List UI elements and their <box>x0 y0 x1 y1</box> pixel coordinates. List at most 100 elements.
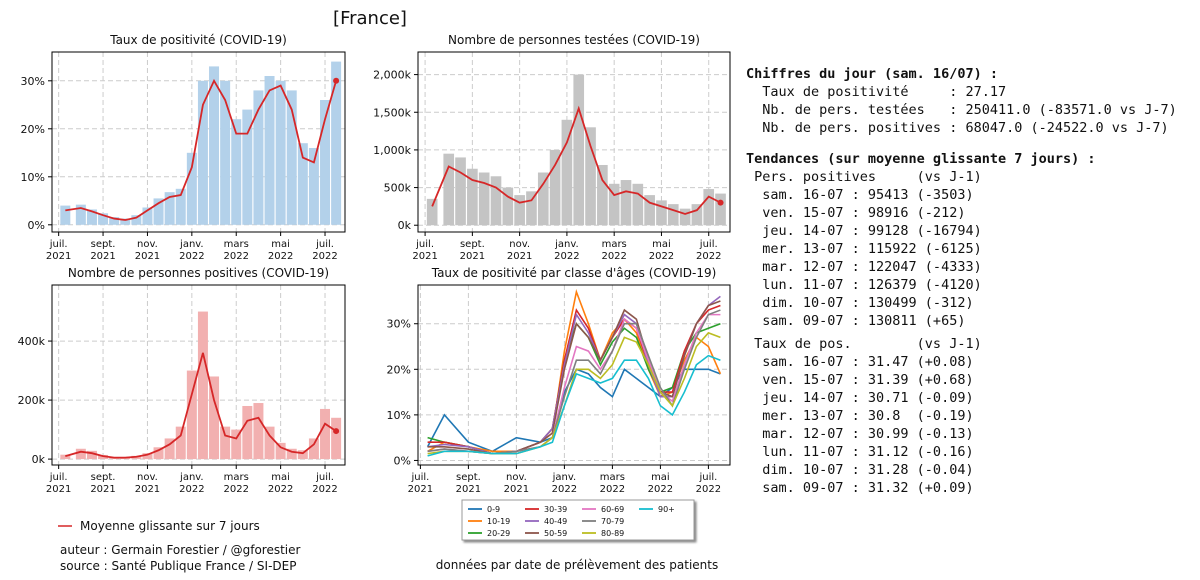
bar <box>467 168 478 226</box>
panel-header: Pers. positives (vs J-1) <box>746 169 982 185</box>
x-tick-label: juil. 2022 <box>696 239 721 262</box>
bar <box>164 192 175 225</box>
x-tick-label: mai 2022 <box>648 472 673 495</box>
bar <box>573 74 585 226</box>
bar <box>220 426 231 460</box>
x-tick-label: juil. 2022 <box>696 472 721 495</box>
x-tick-label: juil. 2021 <box>408 472 433 495</box>
x-tick-label: juil. 2021 <box>46 472 71 495</box>
y-tick-label: 0k <box>398 219 412 232</box>
legend-label: 90+ <box>658 505 675 514</box>
plot-frame <box>51 51 346 233</box>
x-tick-label: mars 2022 <box>600 472 625 495</box>
legend-box <box>461 499 695 541</box>
chart-title: Taux de positivité par classe d'âges (CO… <box>431 266 717 280</box>
plot-frame <box>51 284 346 466</box>
panel-line: jeu. 14-07 : 30.71 (-0.09) <box>746 390 974 406</box>
line <box>431 105 721 215</box>
note: données par date de prélèvement des pati… <box>436 558 719 572</box>
bar <box>220 80 231 225</box>
panel-line: lun. 11-07 : 126379 (-4120) <box>746 277 982 293</box>
x-tick-label: sept. 2021 <box>90 239 115 262</box>
bar <box>75 448 86 460</box>
bar <box>109 217 120 225</box>
line <box>65 78 337 221</box>
bar <box>153 447 164 460</box>
y-tick-label: 20% <box>21 123 45 136</box>
bar <box>186 152 197 225</box>
panel-line: mar. 12-07 : 122047 (-4333) <box>746 259 982 275</box>
bar <box>286 448 297 460</box>
y-tick-label: 10% <box>387 409 411 422</box>
bar <box>142 453 153 460</box>
panel-line: dim. 10-07 : 130499 (-312) <box>746 295 974 311</box>
bar <box>644 195 655 226</box>
y-tick-label: 400k <box>18 335 46 348</box>
y-tick-label: 0k <box>32 453 46 466</box>
y-tick-label: 1,500k <box>373 106 411 119</box>
bar <box>502 187 514 226</box>
end-dot <box>333 77 340 84</box>
panel-line: Nb. de pers. positives : 68047.0 (-24522… <box>746 120 1169 136</box>
bar <box>526 191 537 226</box>
panel-title: Chiffres du jour (sam. 16/07) : <box>746 66 998 82</box>
y-tick-label: 2,000k <box>373 69 411 82</box>
bar <box>86 450 97 460</box>
line <box>65 352 337 459</box>
x-tick-label: mai 2022 <box>268 472 293 495</box>
bar <box>549 149 561 226</box>
chart-title: Taux de positivité (COVID-19) <box>109 33 287 47</box>
legend-label: Moyenne glissante sur 7 jours <box>80 519 260 533</box>
y-tick-label: 1,000k <box>373 144 411 157</box>
panel-header: Taux de pos. (vs J-1) <box>746 336 982 352</box>
bar <box>297 143 308 225</box>
bar <box>667 204 679 226</box>
bar <box>443 153 455 226</box>
y-tick-label: 30% <box>387 318 411 331</box>
x-tick-label: janv. 2022 <box>179 472 205 495</box>
author: auteur : Germain Forestier / @gforestier <box>60 543 301 557</box>
panel-line: Nb. de pers. testées : 250411.0 (-83571.… <box>746 102 1177 118</box>
x-tick-label: mars 2022 <box>601 239 626 262</box>
bar <box>308 438 319 460</box>
bar <box>60 205 71 225</box>
bar <box>175 188 186 225</box>
x-tick-label: janv. 2022 <box>179 239 205 262</box>
legend-label: 60-69 <box>601 505 624 514</box>
bar <box>264 76 275 225</box>
x-tick-label: janv. 2022 <box>552 472 578 495</box>
legend-label: 80-89 <box>601 529 624 538</box>
bar <box>679 208 691 226</box>
bar <box>231 429 242 460</box>
plot-area <box>426 288 722 457</box>
bar <box>98 213 109 225</box>
legend-label: 10-19 <box>487 517 510 526</box>
x-tick-label: mai 2022 <box>268 239 293 262</box>
bar <box>320 100 331 225</box>
legend-label: 70-79 <box>601 517 624 526</box>
line <box>427 354 721 457</box>
bar <box>86 209 97 225</box>
panel-line: ven. 15-07 : 31.39 (+0.68) <box>746 372 974 388</box>
plot-frame <box>417 51 731 233</box>
x-tick-label: nov. 2021 <box>135 472 160 495</box>
x-tick-label: nov. 2021 <box>135 239 160 262</box>
bar <box>620 180 632 226</box>
y-tick-label: 30% <box>21 75 45 88</box>
bar <box>297 450 308 460</box>
bar <box>120 218 131 225</box>
x-tick-label: sept. 2021 <box>456 472 481 495</box>
page-title: [France] <box>333 8 407 29</box>
x-tick-label: juil. 2022 <box>312 239 337 262</box>
end-dot <box>717 199 724 206</box>
plot-area <box>60 311 342 460</box>
bar <box>164 438 175 460</box>
bar <box>264 426 275 460</box>
bar <box>656 200 667 226</box>
x-tick-label: sept. 2021 <box>460 239 485 262</box>
legend-label: 0-9 <box>487 505 500 514</box>
bar <box>286 90 297 225</box>
y-tick-label: 0% <box>394 454 411 467</box>
line <box>427 288 722 453</box>
panel-line: mer. 13-07 : 30.8 (-0.19) <box>746 408 974 424</box>
